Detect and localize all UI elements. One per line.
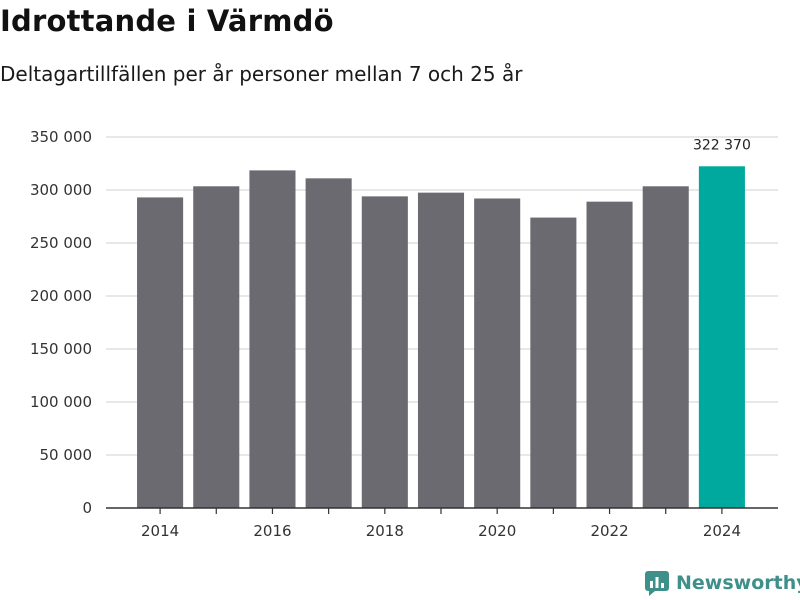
chart-subtitle: Deltagartillfällen per år personer mella… (0, 62, 523, 86)
bar-2016 (249, 170, 296, 508)
y-tick-label: 0 (82, 499, 92, 517)
bar-2024 (698, 166, 745, 509)
bar-2019 (417, 192, 465, 508)
bar-2015 (193, 186, 240, 509)
y-tick-label: 100 000 (30, 393, 92, 411)
y-tick-label: 350 000 (30, 128, 92, 146)
x-tick-label: 2016 (253, 522, 291, 540)
newsworthy-logo-icon (645, 571, 669, 596)
y-tick-label: 200 000 (30, 287, 92, 305)
y-tick-label: 300 000 (30, 181, 92, 199)
x-tick-label: 2018 (366, 522, 404, 540)
bar-2014 (137, 197, 184, 509)
newsworthy-logo: Newsworthy (644, 570, 800, 596)
bars (137, 166, 745, 509)
x-tick-label: 2024 (703, 522, 741, 540)
bar-2017 (305, 178, 352, 508)
x-axis: 2014 2016 2018 2020 2022 2024 (106, 507, 778, 540)
chart-title: Idrottande i Värmdö (0, 4, 334, 38)
x-tick-label: 2014 (141, 522, 179, 540)
y-tick-label: 150 000 (30, 340, 92, 358)
bar-2022 (586, 201, 633, 508)
bar-2023 (642, 186, 689, 509)
y-axis-labels: 0 50 000 100 000 150 000 200 000 250 000 300 0… (30, 128, 92, 517)
bar-2020 (474, 198, 521, 509)
y-tick-label: 50 000 (40, 446, 93, 464)
bar-2018 (361, 196, 408, 509)
y-tick-label: 250 000 (30, 234, 92, 252)
bar-2021 (530, 217, 577, 508)
newsworthy-logo-text: Newsworthy (676, 572, 800, 594)
data-labels: 322 370 (693, 137, 751, 153)
x-tick-label: 2020 (478, 522, 516, 540)
data-label: 322 370 (693, 137, 751, 153)
x-tick-label: 2022 (590, 522, 628, 540)
